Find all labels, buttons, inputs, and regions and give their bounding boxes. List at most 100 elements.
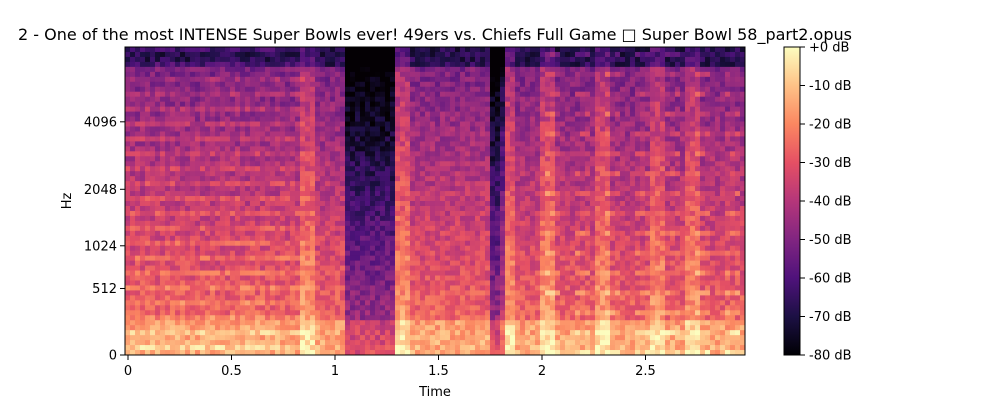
heatmap-cell (335, 250, 341, 257)
heatmap-cell (250, 136, 256, 142)
heatmap-cell (440, 181, 446, 187)
heatmap-cell (425, 350, 431, 356)
heatmap-cell (370, 161, 376, 167)
heatmap-cell (175, 86, 181, 93)
heatmap-cell (175, 81, 181, 88)
heatmap-cell (365, 330, 371, 336)
heatmap-cell (220, 290, 226, 296)
heatmap-cell (495, 320, 501, 326)
heatmap-cell (200, 305, 206, 311)
heatmap-cell (385, 141, 391, 147)
heatmap-cell (305, 171, 311, 177)
heatmap-cell (130, 71, 136, 78)
heatmap-cell (500, 345, 506, 351)
heatmap-cell (440, 156, 446, 162)
heatmap-cell (165, 106, 171, 112)
heatmap-cell (200, 56, 206, 63)
heatmap-cell (180, 111, 186, 117)
heatmap-cell (420, 330, 426, 336)
heatmap-cell (390, 151, 396, 157)
heatmap-cell (185, 71, 191, 78)
heatmap-cell (220, 196, 226, 202)
heatmap-cell (335, 196, 341, 202)
heatmap-cell (495, 96, 501, 103)
heatmap-cell (425, 225, 431, 232)
heatmap-cell (325, 141, 331, 147)
heatmap-cell (230, 225, 236, 232)
heatmap-cell (150, 196, 156, 202)
heatmap-cell (200, 156, 206, 162)
heatmap-cell (455, 201, 461, 207)
heatmap-cell (485, 295, 491, 301)
heatmap-cell (335, 201, 341, 207)
heatmap-cell (505, 345, 511, 351)
heatmap-cell (225, 161, 231, 167)
heatmap-cell (170, 151, 176, 157)
heatmap-cell (285, 171, 291, 177)
heatmap-cell (295, 91, 301, 98)
heatmap-cell (355, 245, 361, 252)
heatmap-cell (205, 290, 211, 296)
heatmap-cell (470, 340, 476, 346)
heatmap-cell (150, 166, 156, 172)
heatmap-cell (255, 86, 261, 93)
heatmap-cell (150, 81, 156, 88)
heatmap-cell (420, 181, 426, 187)
heatmap-cell (390, 136, 396, 142)
heatmap-cell (235, 270, 241, 276)
heatmap-cell (395, 186, 401, 192)
heatmap-cell (360, 335, 366, 341)
heatmap-cell (380, 121, 386, 127)
heatmap-cell (140, 340, 146, 346)
heatmap-cell (485, 191, 491, 197)
heatmap-cell (330, 345, 336, 351)
heatmap-cell (350, 151, 356, 157)
heatmap-cell (435, 305, 441, 311)
heatmap-cell (265, 315, 271, 321)
heatmap-cell (480, 176, 486, 182)
heatmap-cell (405, 210, 411, 217)
heatmap-cell (330, 280, 336, 286)
heatmap-cell (490, 176, 496, 182)
heatmap-cell (135, 290, 141, 296)
heatmap-cell (450, 320, 456, 326)
heatmap-cell (380, 86, 386, 93)
heatmap-cell (390, 275, 396, 281)
heatmap-cell (380, 335, 386, 341)
heatmap-cell (480, 260, 486, 266)
heatmap-cell (505, 61, 511, 68)
heatmap-cell (265, 96, 271, 103)
heatmap-cell (345, 225, 351, 232)
heatmap-cell (495, 305, 501, 311)
heatmap-cell (235, 51, 241, 58)
heatmap-cell (135, 335, 141, 341)
heatmap-cell (325, 111, 331, 117)
heatmap-cell (350, 205, 356, 212)
heatmap-cell (405, 61, 411, 68)
heatmap-cell (475, 350, 481, 356)
heatmap-cell (215, 111, 221, 117)
heatmap-cell (430, 310, 436, 316)
heatmap-cell (420, 196, 426, 202)
heatmap-cell (465, 61, 471, 68)
heatmap-cell (300, 290, 306, 296)
heatmap-cell (175, 220, 181, 227)
heatmap-cell (195, 66, 201, 73)
heatmap-cell (180, 335, 186, 341)
heatmap-cell (205, 101, 211, 108)
heatmap-cell (425, 220, 431, 227)
heatmap-cell (500, 101, 506, 108)
heatmap-cell (395, 171, 401, 177)
heatmap-cell (490, 126, 496, 132)
heatmap-cell (355, 295, 361, 301)
heatmap-cell (180, 290, 186, 296)
heatmap-cell (505, 186, 511, 192)
heatmap-cell (275, 250, 281, 257)
heatmap-cell (150, 245, 156, 252)
heatmap-cell (210, 290, 216, 296)
heatmap-cell (235, 56, 241, 63)
heatmap-cell (480, 255, 486, 262)
heatmap-cell (450, 215, 456, 222)
heatmap-cell (440, 310, 446, 316)
heatmap-cell (130, 265, 136, 271)
